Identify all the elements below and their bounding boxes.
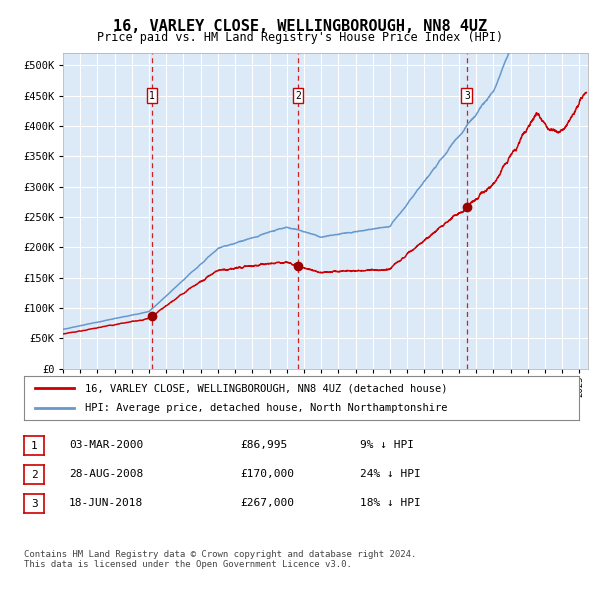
Text: Contains HM Land Registry data © Crown copyright and database right 2024.
This d: Contains HM Land Registry data © Crown c…: [24, 550, 416, 569]
Text: Price paid vs. HM Land Registry's House Price Index (HPI): Price paid vs. HM Land Registry's House …: [97, 31, 503, 44]
Text: £170,000: £170,000: [240, 470, 294, 479]
Text: 16, VARLEY CLOSE, WELLINGBOROUGH, NN8 4UZ: 16, VARLEY CLOSE, WELLINGBOROUGH, NN8 4U…: [113, 19, 487, 34]
Text: 16, VARLEY CLOSE, WELLINGBOROUGH, NN8 4UZ (detached house): 16, VARLEY CLOSE, WELLINGBOROUGH, NN8 4U…: [85, 384, 448, 393]
Text: 1: 1: [149, 91, 155, 100]
Text: £86,995: £86,995: [240, 441, 287, 450]
Text: 2: 2: [31, 470, 38, 480]
Text: 28-AUG-2008: 28-AUG-2008: [69, 470, 143, 479]
Text: HPI: Average price, detached house, North Northamptonshire: HPI: Average price, detached house, Nort…: [85, 403, 448, 412]
Text: £267,000: £267,000: [240, 499, 294, 508]
Text: 2: 2: [295, 91, 301, 100]
Text: 18% ↓ HPI: 18% ↓ HPI: [360, 499, 421, 508]
Text: 03-MAR-2000: 03-MAR-2000: [69, 441, 143, 450]
Text: 18-JUN-2018: 18-JUN-2018: [69, 499, 143, 508]
Text: 3: 3: [31, 499, 38, 509]
Text: 24% ↓ HPI: 24% ↓ HPI: [360, 470, 421, 479]
Text: 3: 3: [464, 91, 470, 100]
Text: 1: 1: [31, 441, 38, 451]
Text: 9% ↓ HPI: 9% ↓ HPI: [360, 441, 414, 450]
